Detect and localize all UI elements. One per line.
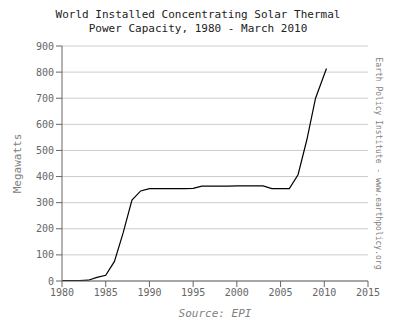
svg-text:700: 700 (36, 93, 54, 104)
svg-text:1980: 1980 (50, 287, 74, 298)
svg-text:900: 900 (36, 41, 54, 52)
html-text:World Installed Concentrating: World Installed Concentrating Solar Ther… (55, 8, 341, 35)
svg-text:400: 400 (36, 171, 54, 182)
svg-text:2000: 2000 (225, 287, 249, 298)
svg-text:2005: 2005 (269, 287, 293, 298)
svg-text:0: 0 (48, 276, 54, 287)
svg-text:1990: 1990 (137, 287, 161, 298)
svg-text:1995: 1995 (181, 287, 205, 298)
svg-text:1985: 1985 (94, 287, 118, 298)
svg-text:200: 200 (36, 223, 54, 234)
svg-text:Source: EPI: Source: EPI (179, 307, 252, 320)
svg-text:300: 300 (36, 197, 54, 208)
svg-text:500: 500 (36, 145, 54, 156)
svg-text:2015: 2015 (356, 287, 380, 298)
svg-text:100: 100 (36, 249, 54, 260)
svg-text:2010: 2010 (312, 287, 336, 298)
svg-text:Megawatts: Megawatts (11, 134, 24, 194)
svg-text:600: 600 (36, 119, 54, 130)
svg-text:Earth Policy Institute - www.e: Earth Policy Institute - www.earthpolicy… (374, 58, 383, 270)
svg-text:800: 800 (36, 67, 54, 78)
